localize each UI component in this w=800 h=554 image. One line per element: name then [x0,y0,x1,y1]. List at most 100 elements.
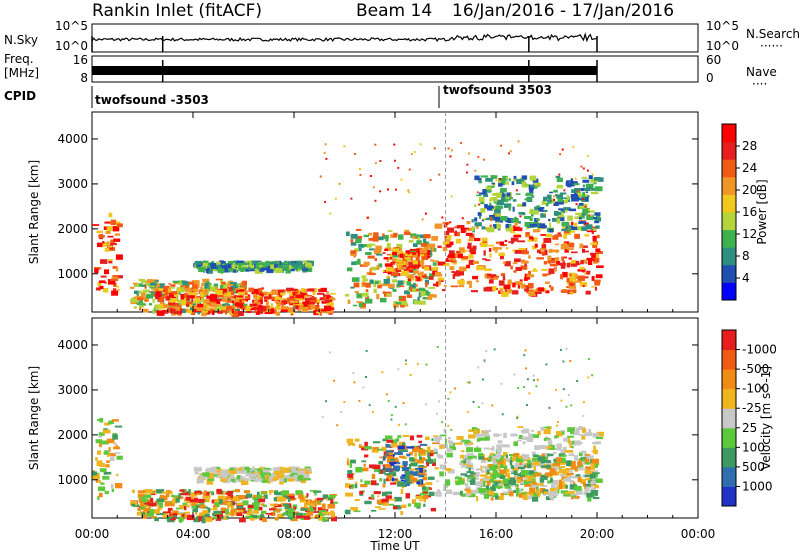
data-cell [563,234,567,239]
data-cell [226,305,233,311]
data-cell [251,307,256,311]
data-cell [512,206,515,212]
data-cell [208,468,217,472]
data-cell [374,483,379,486]
data-cell [496,452,502,459]
noise-right-tick-top: 10^5 [706,19,739,33]
data-speck [343,401,346,404]
data-cell [592,496,600,500]
data-speck [453,387,456,390]
data-cell [571,259,576,264]
data-cell [425,281,428,288]
data-cell [279,478,288,482]
data-cell [566,461,572,467]
data-cell [248,268,256,272]
data-cell [238,296,243,298]
data-cell [139,292,147,294]
data-cell [460,454,464,459]
data-cell [355,238,362,244]
data-cell [239,466,245,470]
data-cell [304,295,308,298]
data-cell [136,511,141,516]
data-cell [513,434,519,437]
data-cell [464,440,472,445]
data-cell [496,444,503,447]
data-cell [382,252,386,254]
power-data [92,112,604,318]
data-cell [505,457,510,462]
data-cell [162,289,165,294]
data-cell [97,496,100,500]
data-cell [447,227,455,233]
data-cell [590,462,595,467]
data-cell [516,487,520,493]
data-cell [406,453,411,457]
data-cell [566,262,571,268]
data-cell [494,213,501,219]
data-cell [297,468,305,472]
data-cell [202,509,209,514]
data-speck [362,386,365,389]
data-cell [529,175,537,181]
data-cell [489,455,492,460]
data-cell [304,495,307,498]
data-cell [570,480,574,484]
data-speck [500,144,503,147]
data-cell [469,480,476,485]
data-cell [95,457,98,461]
data-cell [592,442,598,445]
data-cell [409,284,416,289]
data-cell [409,457,415,462]
data-cell [283,478,287,483]
data-cell [476,496,479,502]
data-cell [241,479,249,486]
data-cell [384,248,389,252]
data-cell [399,301,408,306]
colorbar-tick-label: 8 [742,249,750,263]
data-cell [292,288,299,295]
data-cell [403,231,411,236]
data-speck [509,150,512,153]
colorbar-tick-label: 24 [742,161,757,175]
data-cell [354,481,358,485]
data-cell [330,499,334,504]
data-cell [314,514,320,518]
data-cell [257,491,260,496]
data-cell [508,205,511,211]
data-speck [556,421,559,424]
data-cell [249,514,258,519]
data-cell [386,243,391,248]
data-cell [242,260,246,266]
colorbar-tick-label: -25 [742,401,762,415]
data-cell [395,439,399,442]
data-cell [434,273,443,277]
colorbar-segment [722,349,736,370]
data-cell [218,311,223,314]
data-cell [537,431,541,436]
data-cell [536,218,540,221]
colorbar-segment [722,229,736,248]
data-cell [483,189,492,193]
data-cell [499,241,504,246]
data-cell [151,286,154,291]
data-cell [369,464,377,469]
data-speck [328,351,331,354]
data-cell [569,289,575,292]
data-cell [228,287,233,290]
data-cell [373,491,381,495]
data-cell [558,479,562,485]
data-cell [549,488,557,492]
data-cell [402,461,408,466]
data-cell [176,507,183,510]
data-speck [402,402,405,405]
data-cell [567,226,571,232]
data-cell [496,479,500,483]
data-cell [368,272,376,276]
data-cell [584,486,590,492]
data-cell [188,292,197,298]
data-cell [467,456,473,460]
data-cell [589,484,594,488]
data-cell [474,472,480,477]
data-cell [361,275,367,279]
data-cell [457,253,463,259]
